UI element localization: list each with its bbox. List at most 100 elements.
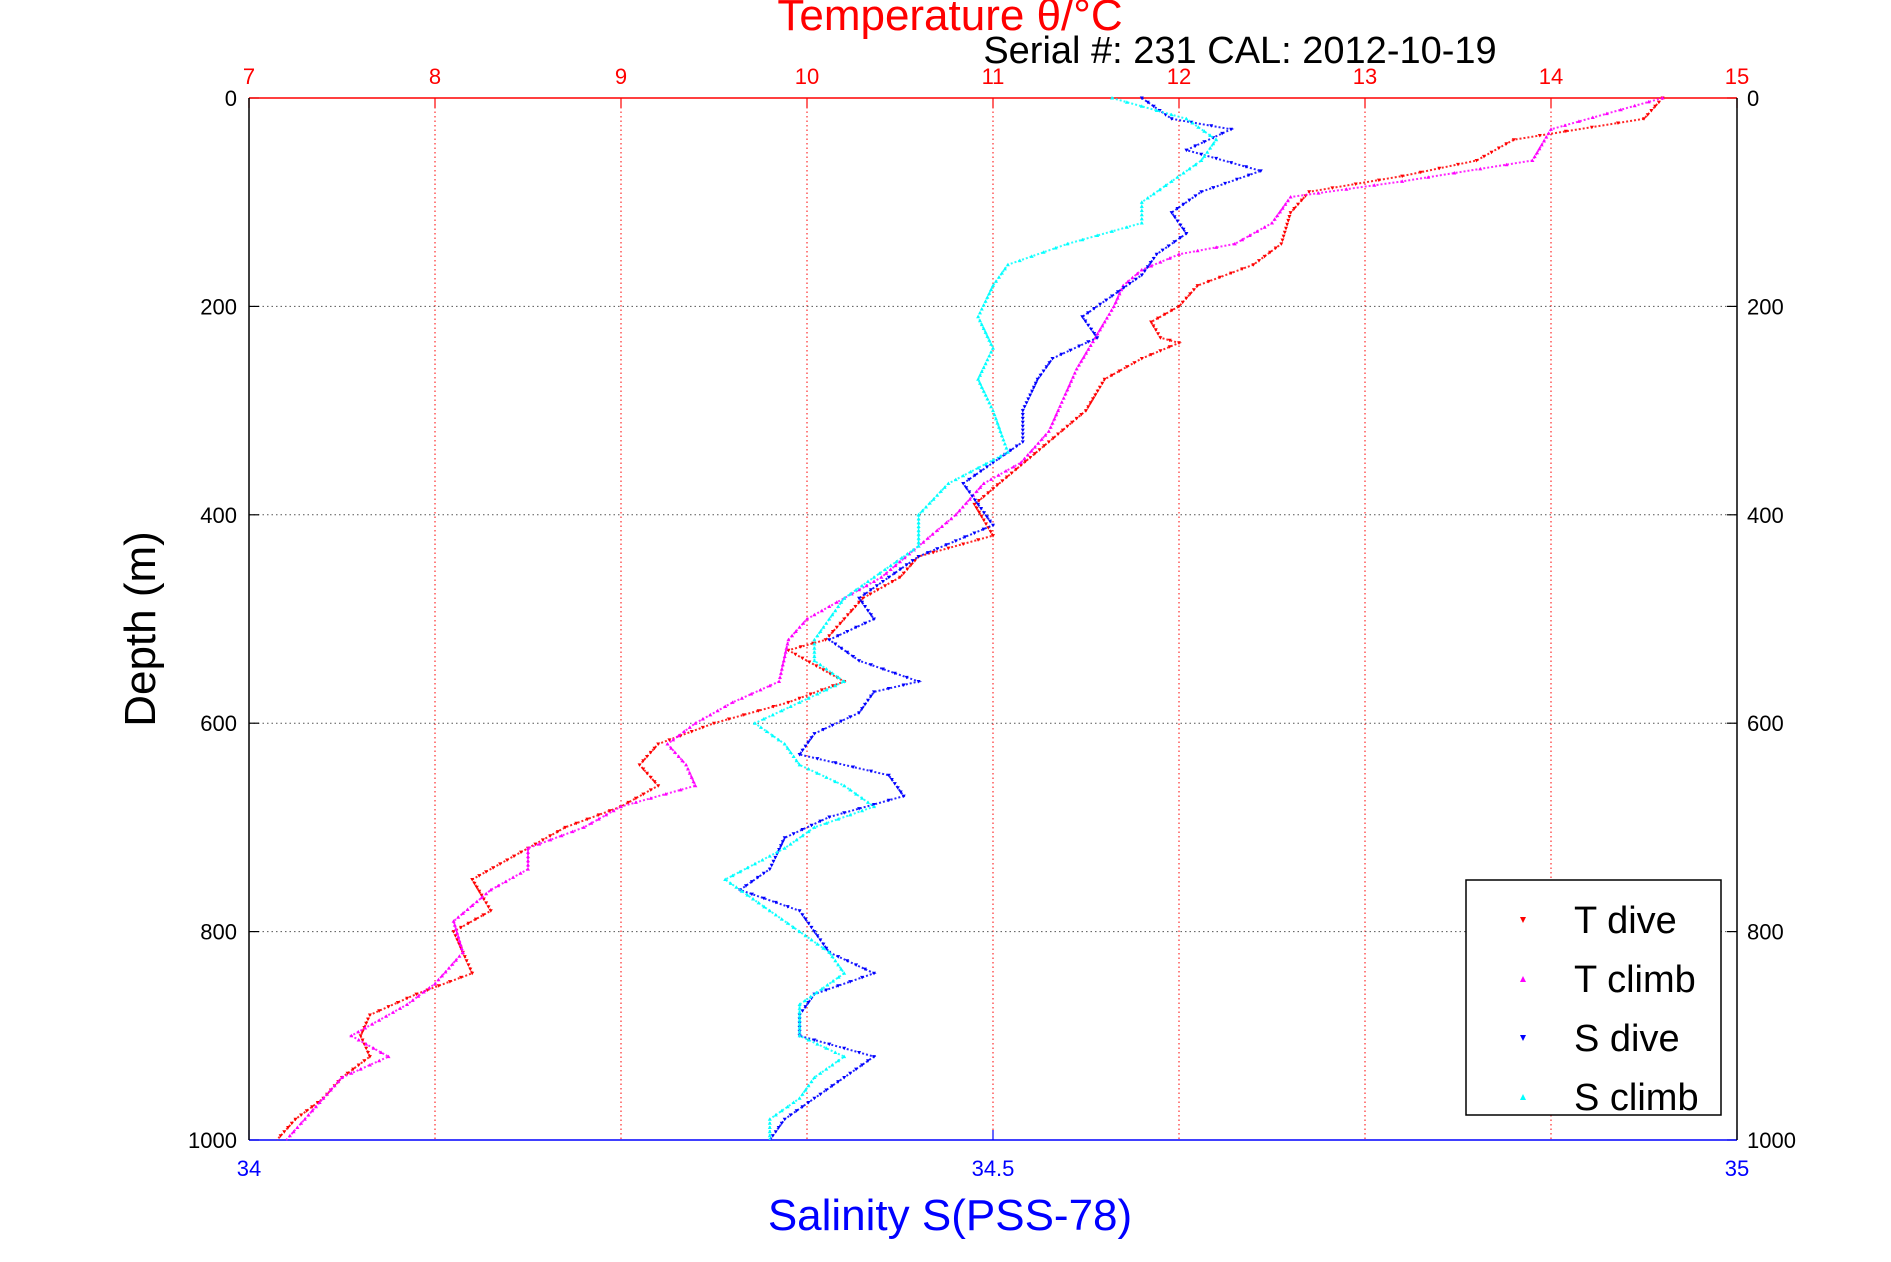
- data-point: [869, 613, 873, 617]
- data-point: [1030, 389, 1035, 394]
- data-point: [779, 1108, 784, 1113]
- data-point: [1151, 191, 1156, 196]
- data-point: [866, 698, 870, 703]
- data-point: [920, 508, 925, 513]
- data-point: [998, 454, 1003, 458]
- data-point: [839, 646, 844, 651]
- data-point: [916, 528, 921, 532]
- data-point: [994, 279, 998, 283]
- data-point: [909, 563, 914, 567]
- data-point: [824, 988, 829, 992]
- data-point: [819, 608, 824, 613]
- data-point: [1005, 262, 1010, 267]
- data-point: [1229, 271, 1234, 276]
- data-point: [892, 782, 897, 786]
- data-point: [1282, 230, 1287, 235]
- data-point: [836, 1080, 841, 1084]
- data-point: [825, 983, 830, 987]
- data-point: [1084, 409, 1088, 413]
- data-point: [1187, 166, 1192, 171]
- data-point: [771, 859, 776, 864]
- data-point: [836, 634, 841, 638]
- data-point: [974, 489, 979, 493]
- data-point: [842, 596, 847, 600]
- data-point: [800, 913, 805, 917]
- data-point: [767, 1129, 772, 1134]
- data-point: [806, 1101, 811, 1105]
- legend-marker: [1520, 917, 1526, 923]
- data-point: [770, 1134, 775, 1138]
- data-point: [834, 625, 839, 630]
- data-point: [488, 887, 493, 892]
- data-point: [860, 808, 865, 813]
- data-point: [1017, 258, 1022, 263]
- x-top-tick-label: 13: [1353, 64, 1377, 89]
- data-point: [1116, 290, 1120, 294]
- data-point: [332, 1083, 337, 1088]
- data-point: [1139, 267, 1144, 272]
- data-point: [866, 800, 870, 804]
- data-point: [806, 921, 811, 926]
- data-point: [797, 929, 802, 934]
- data-point: [436, 984, 441, 988]
- data-point: [831, 630, 835, 634]
- data-point: [1166, 244, 1171, 248]
- data-point: [761, 717, 766, 721]
- data-point: [1208, 146, 1213, 150]
- data-point: [767, 854, 772, 858]
- data-point: [433, 981, 437, 986]
- data-point: [460, 950, 465, 954]
- data-point: [842, 1076, 847, 1080]
- data-point: [853, 605, 858, 609]
- data-point: [821, 946, 826, 950]
- data-point: [797, 753, 802, 757]
- data-point: [708, 712, 713, 717]
- data-point: [1153, 328, 1158, 332]
- data-point: [976, 465, 981, 470]
- data-point: [776, 1126, 781, 1130]
- data-point: [1028, 393, 1033, 397]
- data-point: [1188, 292, 1193, 296]
- data-point: [1077, 363, 1081, 367]
- data-point: [845, 613, 850, 617]
- data-point: [1086, 311, 1091, 315]
- data-point: [991, 346, 995, 350]
- data-point: [883, 567, 888, 571]
- data-point: [916, 532, 921, 536]
- data-point: [496, 883, 501, 888]
- data-point: [648, 775, 653, 780]
- data-point: [526, 867, 530, 871]
- data-point: [833, 642, 838, 646]
- data-point: [803, 744, 808, 749]
- y-left-tick-label: 600: [200, 711, 237, 736]
- data-point: [898, 790, 903, 794]
- data-point: [1139, 200, 1144, 204]
- data-point: [302, 1117, 307, 1121]
- data-point: [834, 600, 839, 604]
- data-point: [1199, 190, 1204, 194]
- data-point: [1139, 104, 1144, 108]
- data-point: [785, 746, 790, 750]
- data-point: [1097, 385, 1102, 390]
- data-point: [358, 1034, 363, 1038]
- data-point: [982, 511, 987, 515]
- data-point: [1211, 141, 1216, 146]
- data-point: [812, 930, 817, 934]
- data-point: [1184, 296, 1189, 301]
- data-point: [1142, 269, 1147, 273]
- data-point: [901, 571, 906, 576]
- data-point: [1041, 250, 1046, 254]
- data-point: [665, 742, 670, 746]
- data-point: [1032, 445, 1037, 449]
- data-point: [1086, 323, 1091, 328]
- data-point: [830, 1063, 835, 1067]
- data-point: [574, 821, 579, 826]
- data-point: [287, 1133, 292, 1138]
- data-point: [797, 1014, 802, 1018]
- data-point: [1022, 405, 1027, 409]
- data-point: [794, 1109, 799, 1113]
- data-point: [723, 877, 728, 881]
- data-point: [869, 588, 873, 592]
- data-point: [656, 742, 661, 746]
- data-point: [818, 1071, 823, 1075]
